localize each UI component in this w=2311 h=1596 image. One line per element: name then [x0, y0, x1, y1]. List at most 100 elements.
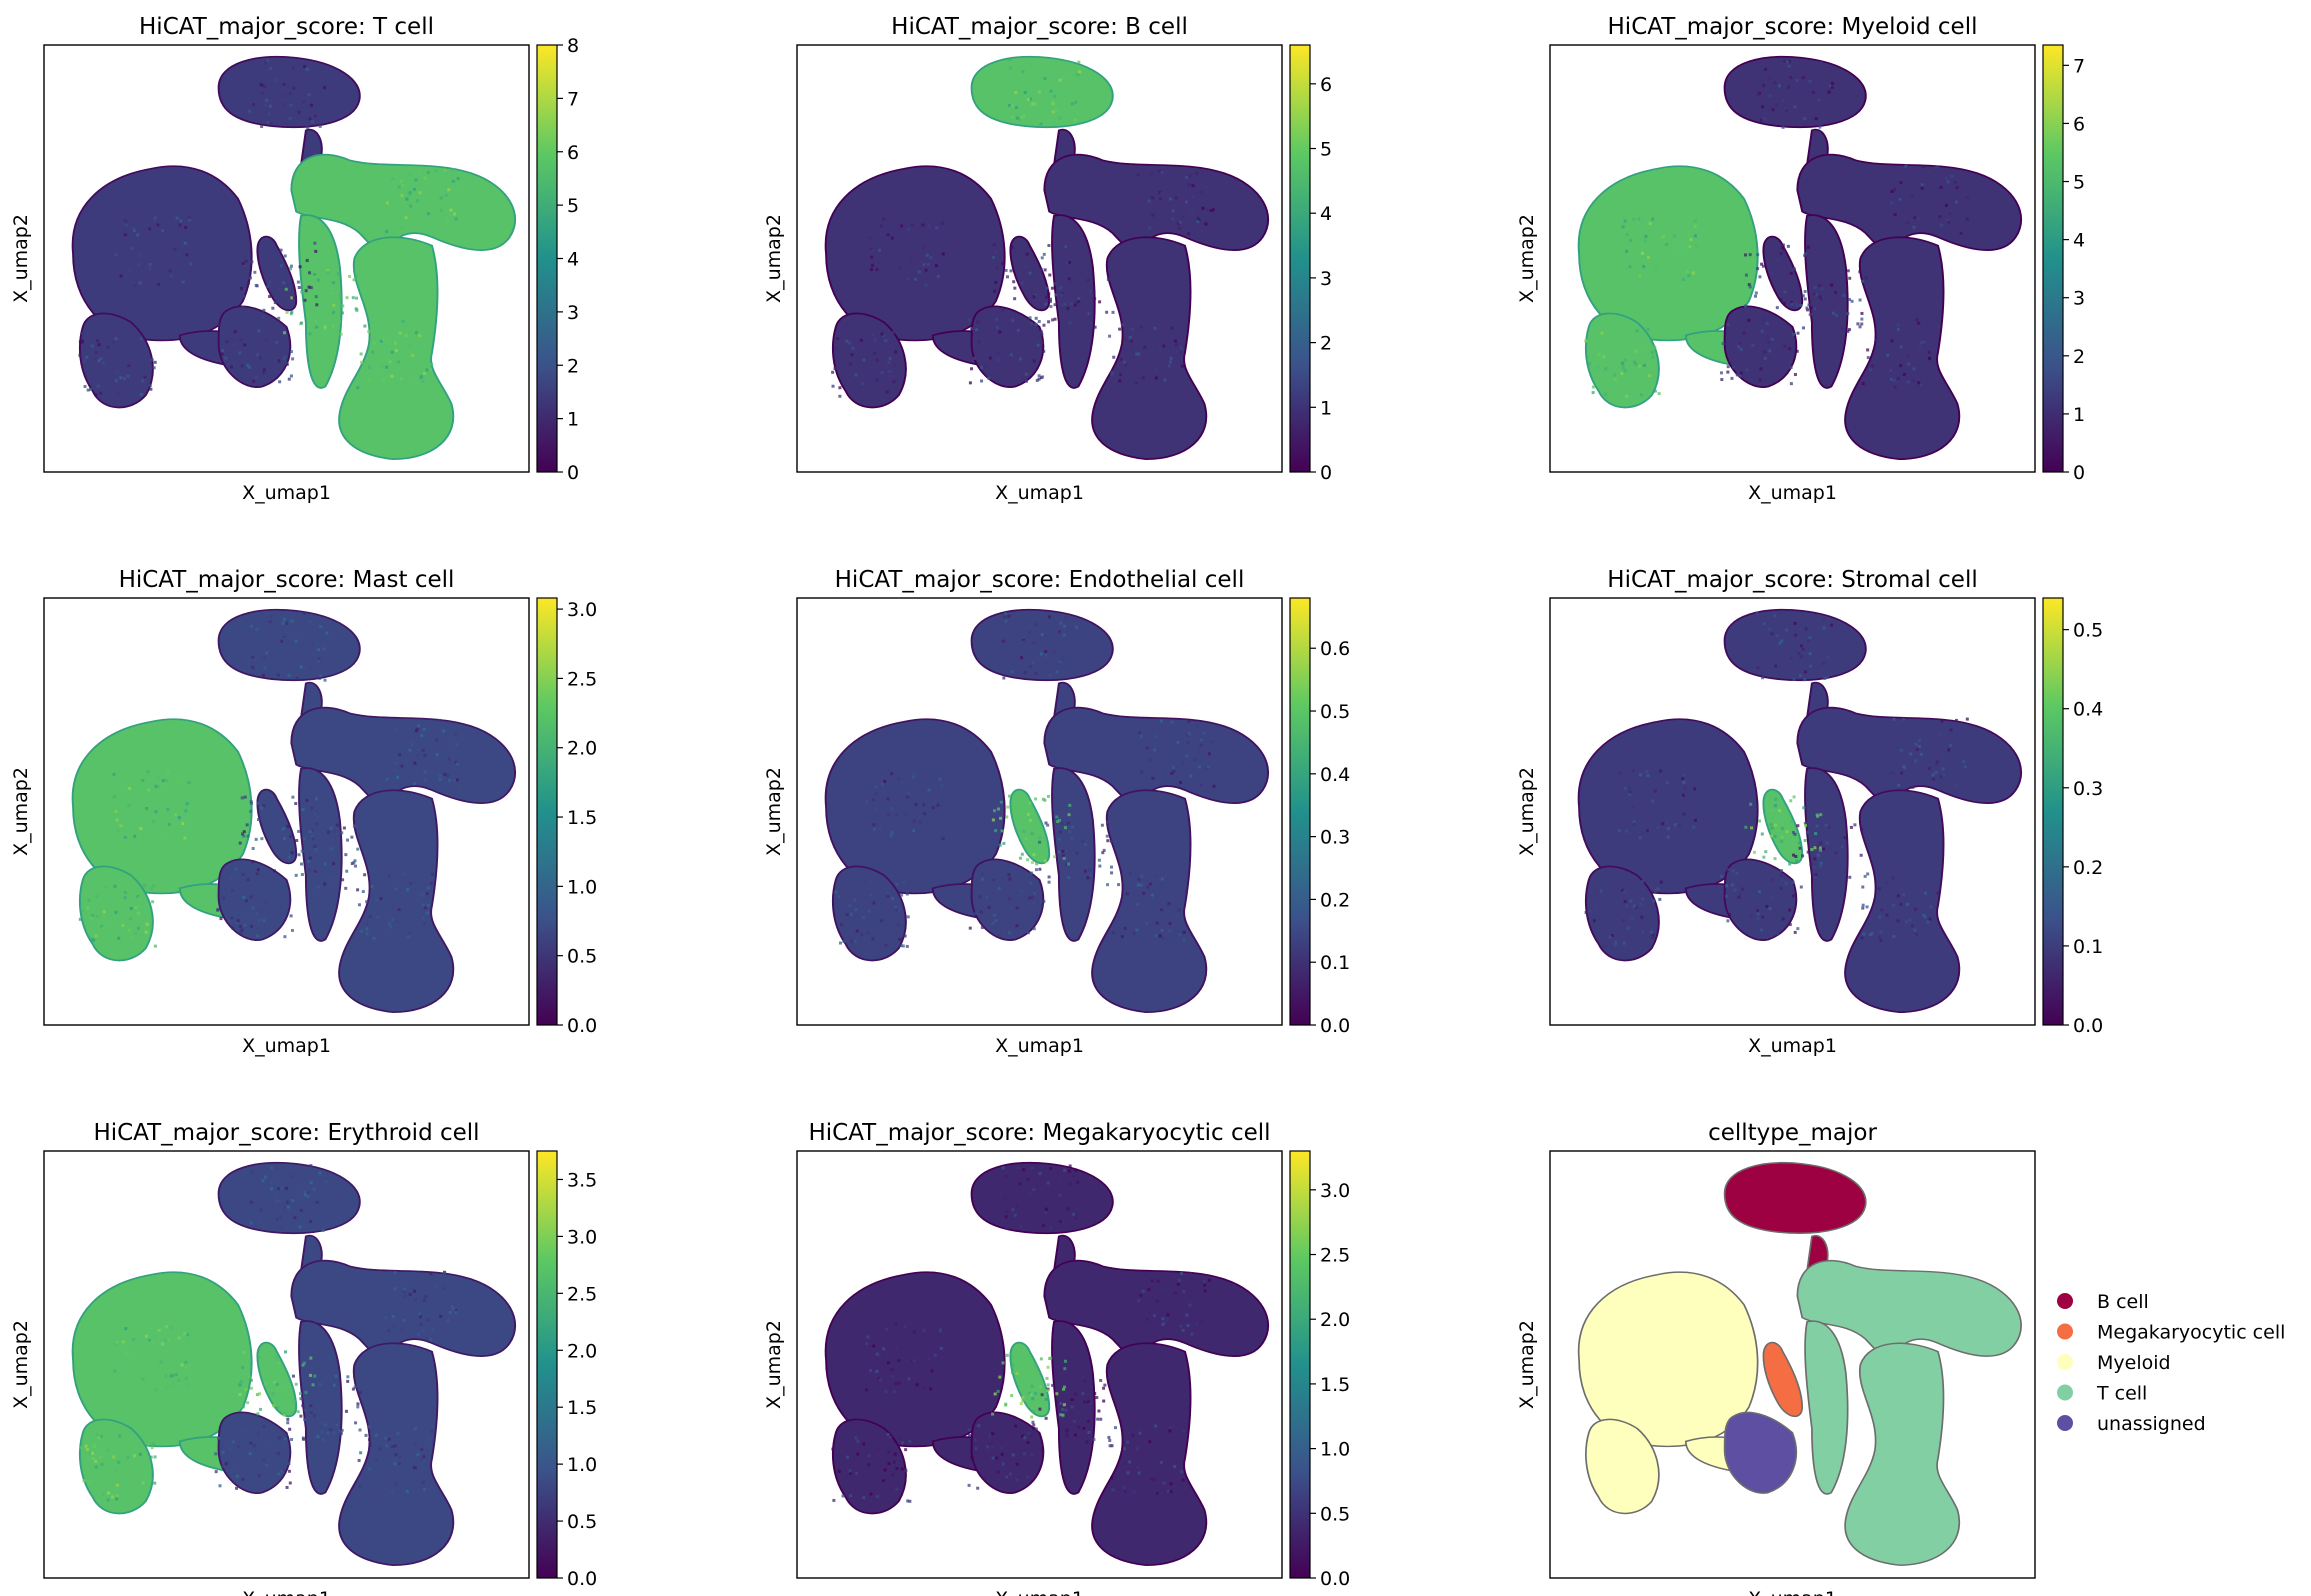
cluster-t-right	[338, 236, 455, 461]
cluster-myeloid-low	[831, 1418, 907, 1515]
legend-marker	[2057, 1384, 2073, 1401]
y-axis-label: X_umap2	[10, 1320, 32, 1409]
point-speckles	[78, 59, 462, 397]
colorbar-tick-label: 1.5	[567, 1397, 597, 1419]
panel-7: HiCAT_major_score: Megakaryocytic cell X_…	[763, 1120, 1350, 1596]
cluster-myeloid-low	[1585, 1418, 1660, 1515]
colorbar-tick-label: 3.5	[567, 1169, 597, 1191]
cluster-t-upper	[290, 153, 517, 261]
colorbar-tick-label: 0.4	[1320, 764, 1350, 786]
colorbar-tick-label: 4	[2073, 230, 2085, 252]
colorbar-tick-label: 7	[2073, 55, 2085, 77]
colorbar-tick-label: 2.0	[1320, 1309, 1350, 1331]
point-speckles	[1584, 59, 1970, 398]
legend-label: T cell	[2096, 1383, 2147, 1405]
colorbar-tick-label: 1.0	[567, 1454, 597, 1476]
umap-points	[71, 1161, 517, 1567]
cluster-unassigned-mid	[970, 858, 1045, 941]
colorbar-tick-label: 0.5	[2073, 620, 2103, 642]
colorbar-tick-label: 2.5	[567, 1283, 597, 1305]
cluster-t-upper	[1796, 1259, 2022, 1367]
cluster-mega-cluster	[1009, 1341, 1051, 1418]
legend-marker	[2057, 1354, 2073, 1370]
colorbar-tick-label: 0.3	[2073, 778, 2103, 800]
cluster-mega-cluster	[1009, 788, 1051, 865]
colorbar-tick-label: 3	[2073, 288, 2085, 310]
colorbar-tick-label: 0.3	[1320, 827, 1350, 849]
axes-frame	[1549, 44, 2036, 473]
colorbar-tick-label: 0.2	[2073, 857, 2103, 879]
x-axis-label: X_umap1	[1748, 482, 1837, 504]
colorbar-tick-label: 2	[567, 355, 579, 377]
panel-title: celltype_major	[1708, 1120, 1877, 1146]
y-axis-label: X_umap2	[763, 214, 785, 303]
colorbar-tick-label: 2	[2073, 346, 2085, 368]
cluster-unassigned-mid	[1723, 305, 1798, 388]
panel-title: HiCAT_major_score: Myeloid cell	[1608, 14, 1978, 40]
colorbar-tick-label: 0.4	[2073, 699, 2103, 721]
colorbar-tick-label: 2.5	[567, 668, 597, 690]
legend-marker	[2057, 1323, 2073, 1340]
umap-points	[71, 55, 517, 461]
legend-marker	[2057, 1293, 2073, 1309]
cluster-unassigned-mid	[217, 305, 292, 388]
colorbar-tick-label: 0.5	[1320, 701, 1350, 723]
cluster-mega-cluster	[1762, 1341, 1804, 1418]
cluster-myeloid-low	[831, 312, 907, 409]
cluster-unassigned-mid	[1723, 858, 1798, 941]
point-speckles	[831, 57, 1215, 398]
cluster-unassigned-mid	[970, 1411, 1045, 1494]
y-axis-label: X_umap2	[763, 767, 785, 856]
colorbar-tick-label: 0.5	[567, 946, 597, 968]
panel-1: HiCAT_major_score: B cell X_umap1 X_umap2 0…	[763, 14, 1332, 504]
colorbar-tick-label: 2	[1320, 333, 1332, 355]
cluster-t-upper	[1043, 153, 1270, 261]
colorbar-tick-label: 3.0	[1320, 1180, 1350, 1202]
cluster-unassigned-mid	[970, 305, 1045, 388]
colorbar	[536, 44, 558, 473]
colorbar-tick-label: 5	[567, 195, 579, 217]
point-speckles	[79, 1164, 458, 1502]
panel-2: HiCAT_major_score: Myeloid cell X_umap1 X_…	[1516, 14, 2085, 504]
colorbar-tick-label: 1	[567, 409, 579, 431]
colorbar-tick-label: 5	[2073, 172, 2085, 194]
cluster-t-right	[1844, 1342, 1960, 1566]
cluster-unassigned-mid	[217, 858, 292, 941]
colorbar-tick-label: 6	[1320, 74, 1332, 96]
x-axis-label: X_umap1	[995, 482, 1084, 504]
cluster-b-cluster	[970, 1161, 1114, 1235]
x-axis-label: X_umap1	[1748, 1588, 1837, 1596]
axes-frame	[796, 597, 1283, 1026]
point-speckles	[78, 611, 463, 948]
colorbar-tick-label: 2.5	[1320, 1245, 1350, 1267]
cluster-t-upper	[290, 1259, 517, 1367]
colorbar-tick-label: 0.0	[567, 1015, 597, 1037]
panel-0: HiCAT_major_score: T cell X_umap1 X_umap2 0…	[10, 14, 579, 504]
colorbar-tick-label: 3	[567, 302, 579, 324]
colorbar-tick-label: 7	[567, 88, 579, 110]
axes-frame	[1549, 1150, 2036, 1579]
cluster-t-right	[1091, 789, 1208, 1014]
panel-title: HiCAT_major_score: Erythroid cell	[93, 1120, 479, 1146]
y-axis-label: X_umap2	[1516, 767, 1538, 856]
cluster-t-right	[1091, 236, 1208, 461]
colorbar-tick-label: 6	[567, 142, 579, 164]
axes-frame	[796, 1150, 1283, 1579]
colorbar-tick-label: 0	[2073, 462, 2085, 484]
cluster-t-band	[1051, 214, 1096, 389]
colorbar-tick-label: 2.0	[567, 738, 597, 760]
colorbar-tick-label: 1	[1320, 397, 1332, 419]
cluster-unassigned-mid	[217, 1411, 292, 1494]
panel-5: HiCAT_major_score: Stromal cell X_umap1 X_…	[1516, 567, 2103, 1057]
y-axis-label: X_umap2	[763, 1320, 785, 1409]
colorbar-tick-label: 6	[2073, 113, 2085, 135]
colorbar-tick-label: 0	[1320, 462, 1332, 484]
x-axis-label: X_umap1	[242, 1588, 331, 1596]
cluster-b-cluster	[1723, 55, 1867, 129]
cluster-t-upper	[1043, 1259, 1270, 1367]
legend-label: Megakaryocytic cell	[2097, 1322, 2285, 1344]
axes-frame	[1549, 597, 2036, 1026]
cluster-myeloid-low	[1584, 312, 1660, 409]
colorbar	[1289, 597, 1311, 1026]
x-axis-label: X_umap1	[995, 1035, 1084, 1057]
